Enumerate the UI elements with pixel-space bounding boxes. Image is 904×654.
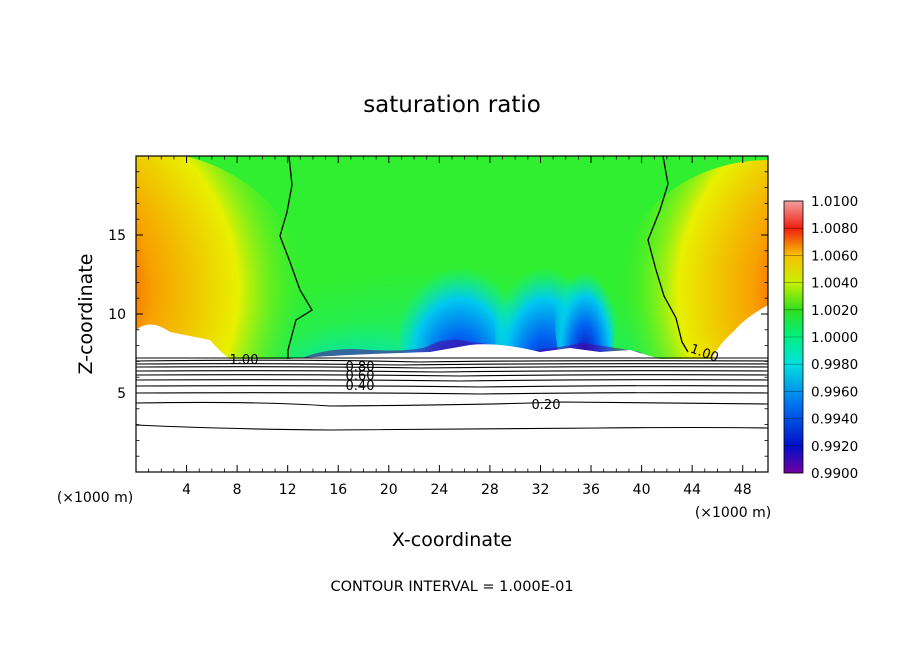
y-axis: 5 10 15 xyxy=(108,171,768,457)
chart-title: saturation ratio xyxy=(363,92,541,118)
colorbar-label: 1.0060 xyxy=(811,248,858,264)
x-tick-label: 16 xyxy=(329,482,347,498)
x-unit-left: (×1000 m) xyxy=(57,490,133,506)
contour-label: 0.40 xyxy=(346,379,375,394)
colorbar: 1.0100 1.0080 1.0060 1.0040 1.0020 1.0000 0.99… xyxy=(783,194,858,482)
x-tick-label: 36 xyxy=(582,482,600,498)
x-axis-label: X-coordinate xyxy=(392,529,512,551)
x-tick-label: 8 xyxy=(233,482,242,498)
contour-label: 0.80 xyxy=(346,360,375,375)
colorbar-label: 0.9960 xyxy=(811,384,858,400)
contour-label: 1.00 xyxy=(230,353,259,368)
contour-field xyxy=(136,156,768,472)
colorbar-label: 1.0000 xyxy=(811,330,858,346)
x-tick-label: 32 xyxy=(532,482,550,498)
colorbar-label: 1.0080 xyxy=(811,221,858,237)
y-tick-label: 10 xyxy=(108,307,126,323)
x-tick-label: 24 xyxy=(430,482,448,498)
colorbar-label: 1.0020 xyxy=(811,303,858,319)
contour-label: 0.20 xyxy=(532,398,561,413)
x-tick-label: 48 xyxy=(734,482,752,498)
colorbar-label: 0.9920 xyxy=(811,439,858,455)
colorbar-label: 0.9900 xyxy=(811,466,858,482)
contour-interval-note: CONTOUR INTERVAL = 1.000E-01 xyxy=(330,579,573,595)
colorbar-label: 1.0100 xyxy=(811,194,858,210)
x-tick-label: 12 xyxy=(279,482,297,498)
x-tick-label: 4 xyxy=(182,482,191,498)
y-tick-label: 15 xyxy=(108,228,126,244)
x-tick-label: 44 xyxy=(683,482,701,498)
colorbar-label: 0.9940 xyxy=(811,412,858,428)
x-tick-label: 28 xyxy=(481,482,499,498)
x-tick-label: 40 xyxy=(633,482,651,498)
colorbar-label: 0.9980 xyxy=(811,357,858,373)
contour-label: 0.60 xyxy=(346,369,375,384)
x-axis: 4 8 12 16 20 24 28 32 36 40 44 48 xyxy=(148,156,756,498)
y-tick-label: 5 xyxy=(117,386,126,402)
y-axis-label: Z-coordinate xyxy=(75,254,97,375)
contour-labels: 1.00 1.00 0.80 0.60 0.40 0.20 xyxy=(230,342,721,413)
x-tick-label: 20 xyxy=(380,482,398,498)
colorbar-label: 1.0040 xyxy=(811,276,858,292)
x-unit-right: (×1000 m) xyxy=(695,505,771,521)
